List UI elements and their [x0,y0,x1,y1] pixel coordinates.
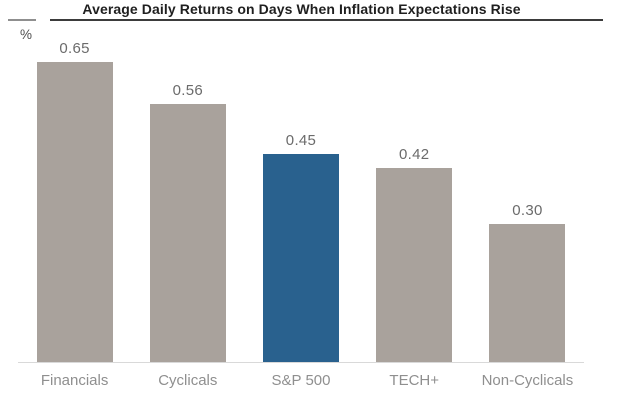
chart-title: Average Daily Returns on Days When Infla… [82,1,521,17]
category-label-tech: TECH+ [389,372,439,389]
bar-column-tech: 0.42 [358,22,471,362]
bar-non-cyclicals [489,224,566,362]
title-rule [50,19,603,21]
category-label-cyclicals: Cyclicals [158,372,218,389]
bar-value-label: 0.56 [172,82,203,99]
bar-column-financials: 0.65 [18,22,131,362]
category-axis: Financials Cyclicals S&P 500 TECH+ Non-Cycli… [18,363,584,389]
category-label-s-p-500: S&P 500 [271,372,331,389]
bar-s-p-500 [263,154,339,362]
bar-value-label: 0.30 [512,202,543,219]
bar-column-cyclicals: 0.56 [131,22,244,362]
bar-tech [376,168,453,362]
bar-cyclicals [149,104,226,362]
bar-column-non-cyclicals: 0.30 [471,22,584,362]
category-label-non-cyclicals: Non-Cyclicals [481,372,574,389]
category-label-financials: Financials [40,372,109,389]
plot-area: 0.65 0.56 0.45 0.42 0.30 [18,22,584,363]
title-rule-left-segment [8,19,36,21]
bar-value-label: 0.45 [285,132,317,149]
y-axis-unit-label: % [20,27,33,42]
bar-column-s-p-500: 0.45 [244,22,357,362]
bar-value-label: 0.65 [59,40,90,57]
bar-financials [36,62,113,362]
bar-value-label: 0.42 [399,146,430,163]
